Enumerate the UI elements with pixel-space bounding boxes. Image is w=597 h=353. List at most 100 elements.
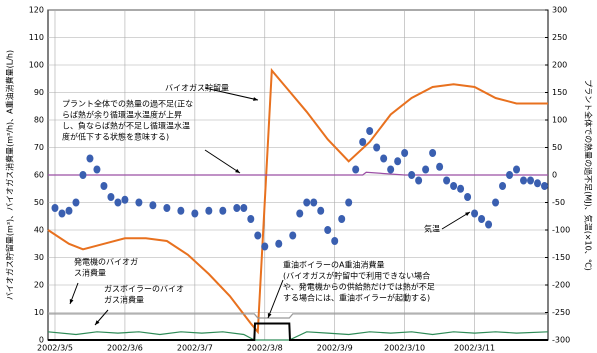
y2-tick-label: 0 [552, 171, 557, 180]
annotation: バイオガス貯留量 [165, 83, 229, 93]
temperature-dot [233, 204, 241, 212]
temperature-dot [352, 165, 360, 174]
temperature-dot [93, 165, 101, 174]
annotation-arrow [441, 211, 471, 230]
temperature-dot [492, 198, 500, 207]
y-tick-label: 100 [29, 61, 44, 70]
temperature-dot [506, 171, 514, 179]
series-line [47, 331, 549, 341]
y2-tick-label: -50 [552, 198, 565, 207]
arrow-head [235, 168, 240, 173]
series-line [48, 171, 548, 176]
y-tick-label: 90 [34, 88, 44, 97]
y2-tick-label: 50 [552, 143, 562, 152]
temperature-dot [331, 237, 339, 245]
temperature-dot [436, 162, 444, 171]
arrow-head [267, 313, 272, 318]
temperature-dot [443, 176, 451, 185]
temperature-dot [345, 198, 353, 207]
temperature-dot [387, 165, 395, 174]
temperature-dot [520, 176, 528, 185]
annotation: 重油ボイラーのA重油消費量 [283, 260, 384, 270]
series-line [48, 313, 548, 319]
temperature-dot [219, 206, 227, 215]
temperature-dot [261, 242, 269, 251]
temperature-dot [541, 182, 549, 190]
temperature-dot [534, 179, 542, 188]
y-tick-label: 0 [39, 336, 44, 345]
temperature-dot [289, 231, 297, 240]
series-line [48, 322, 548, 341]
temperature-dot [457, 184, 465, 193]
temperature-dot [527, 176, 535, 185]
y2-axis-label: プラント全体での熱量の過不足(MJ)、気温(×10、℃) [584, 79, 594, 271]
y-tick-label: 120 [29, 6, 44, 15]
y2-tick-label: -150 [552, 253, 570, 262]
x-tick-label: 2002/3/11 [454, 344, 495, 353]
annotation: ス消費量 [74, 268, 106, 278]
temperature-dot [191, 209, 199, 218]
temperature-dot [65, 206, 73, 215]
temperature-dot [135, 198, 143, 207]
temperature-dot [338, 215, 346, 223]
annotation: プラント全体での熱量の過不足(正な [62, 99, 193, 109]
temperature-dot [51, 204, 59, 212]
x-tick-label: 2002/3/8 [247, 344, 283, 353]
annotation-arrow [204, 149, 241, 174]
arrow-head [69, 299, 74, 304]
annotation: ガスボイラーのバイオ [104, 284, 184, 294]
y-tick-label: 110 [29, 33, 44, 42]
temperature-dot [478, 215, 486, 223]
temperature-dot [499, 182, 507, 190]
temperature-dot [247, 215, 255, 223]
annotation: らば熱が余り循環温水温度が上昇 [62, 110, 182, 120]
y2-tick-label: -300 [552, 336, 570, 345]
temperature-dot [485, 220, 493, 229]
temperature-dot [366, 127, 374, 135]
x-tick-label: 2002/3/10 [384, 344, 425, 353]
temperature-dot [324, 226, 332, 234]
y-tick-label: 70 [34, 143, 44, 152]
temperature-dot [317, 206, 325, 215]
x-tick-label: 2002/3/7 [177, 344, 213, 353]
annotation: 度が低下する状態を意味する) [62, 132, 169, 142]
temperature-dot [408, 171, 416, 179]
temperature-dot [149, 201, 157, 210]
annotation: 気温 [424, 224, 440, 234]
temperature-dot [401, 149, 409, 157]
temperature-dot [373, 143, 381, 152]
temperature-dot [254, 231, 262, 240]
y-tick-label: 40 [34, 226, 44, 235]
y2-tick-label: 300 [552, 6, 567, 15]
arrow-head [95, 320, 100, 325]
temperature-dot [177, 206, 185, 215]
temperature-dot [359, 138, 367, 146]
series-line [47, 67, 548, 335]
annotation: し、負ならば熱が不足し循環温水温 [62, 121, 190, 131]
y2-tick-label: 250 [552, 33, 567, 42]
temperature-dot [310, 198, 318, 207]
arrow-head [465, 212, 470, 217]
temperature-dot [72, 198, 80, 207]
annotation: 発電機のバイオガ [74, 257, 138, 267]
y-tick-label: 60 [34, 171, 44, 180]
y-tick-label: 10 [34, 308, 44, 317]
y2-tick-label: 100 [552, 116, 567, 125]
x-tick-label: 2002/3/9 [317, 344, 353, 353]
y-tick-label: 80 [34, 116, 44, 125]
temperature-dot [205, 206, 213, 215]
temperature-dot [107, 193, 115, 201]
temperature-dot [114, 198, 122, 207]
temperature-dot [58, 209, 66, 218]
temperature-dot [100, 182, 108, 190]
temperature-dot [240, 204, 248, 212]
temperature-dot [422, 165, 430, 174]
temperature-dot [79, 171, 87, 179]
temperature-dot [394, 157, 402, 166]
temperature-dot [513, 165, 521, 174]
arrow-head [253, 97, 258, 101]
x-tick-label: 2002/3/5 [37, 344, 73, 353]
temperature-dot [464, 193, 472, 201]
y2-tick-label: 200 [552, 61, 567, 70]
